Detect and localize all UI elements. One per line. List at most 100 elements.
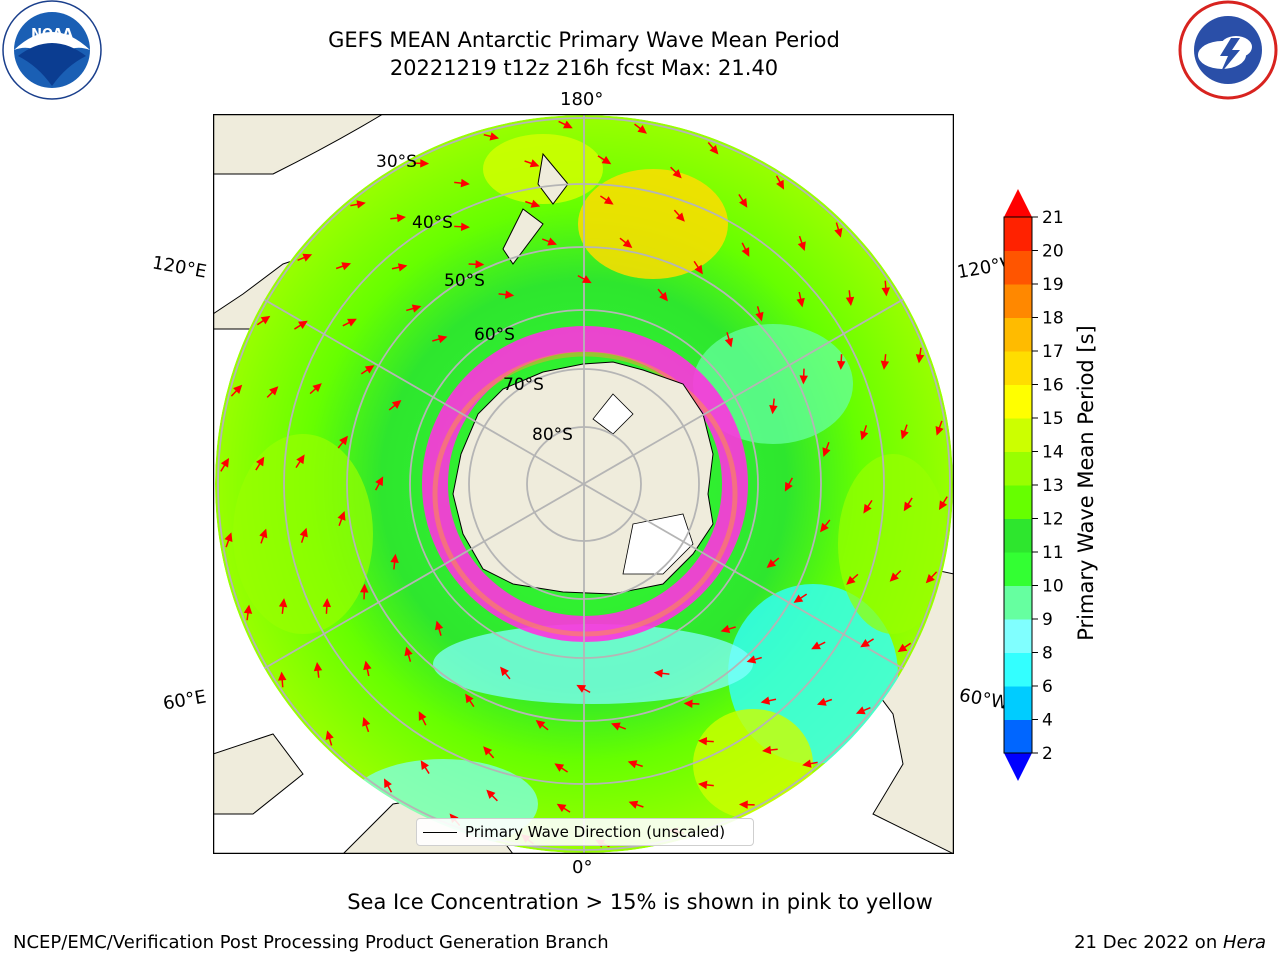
lon-label-60e: 60°E — [161, 686, 208, 715]
wave-arrow-head — [900, 429, 909, 440]
map-legend: Primary Wave Direction (unscaled) — [416, 818, 754, 846]
lat-label-50s: 50°S — [444, 271, 485, 291]
wave-arrow-head — [863, 503, 872, 514]
wave-arrow-head — [855, 706, 866, 715]
wave-arrow-head — [296, 454, 305, 465]
wave-arrow-head — [460, 178, 470, 188]
colorbar-band — [1004, 686, 1032, 720]
wave-arrow-head — [897, 643, 908, 653]
wave-arrow-head — [776, 179, 785, 190]
wave-arrow-head — [581, 275, 592, 284]
wave-arrow-head — [611, 722, 621, 731]
wave-arrow-head — [653, 669, 663, 678]
lat-label-60s: 60°S — [474, 325, 515, 345]
wave-arrow-head — [259, 528, 268, 539]
land-australia-north — [213, 114, 384, 175]
wave-arrow-head — [925, 573, 935, 584]
wave-arrow-head — [739, 198, 748, 208]
wave-arrow-head — [390, 553, 399, 563]
wave-arrow-head — [404, 646, 413, 657]
colorbar-band — [1004, 552, 1032, 586]
wave-arrow-head — [762, 745, 772, 755]
wave-arrow-head — [724, 337, 734, 348]
colorbar-tick-label: 17 — [1042, 342, 1064, 362]
wave-arrow-head — [793, 594, 804, 603]
wave-arrow-head — [836, 360, 846, 370]
wave-arrow-head — [260, 315, 271, 325]
wave-arrow-head — [709, 145, 719, 155]
colorbar-tick-label: 8 — [1042, 644, 1053, 664]
wave-arrow-head — [505, 290, 515, 299]
wave-arrow-head — [298, 320, 308, 329]
colorbar-band — [1004, 317, 1032, 352]
wave-arrow-head — [628, 800, 639, 809]
wave-arrow-head — [622, 239, 633, 248]
wave-arrow-head — [556, 803, 567, 813]
wave-arrow-head — [860, 639, 870, 648]
footer-producer: NCEP/EMC/Verification Post Processing Pr… — [13, 932, 609, 953]
wave-arrow-head — [356, 200, 366, 209]
wave-arrow-head — [845, 296, 855, 306]
colorbar-band — [1004, 719, 1032, 754]
wave-arrow-head — [755, 311, 764, 322]
wave-arrow-head — [741, 247, 750, 257]
map-title: GEFS MEAN Antarctic Primary Wave Mean Pe… — [328, 28, 840, 52]
colorbar-band — [1004, 284, 1032, 318]
wave-arrow-head — [313, 662, 323, 672]
wave-arrow-head — [420, 760, 429, 770]
lon-label-120e: 120°E — [150, 252, 209, 283]
wave-arrow-head — [846, 575, 856, 585]
wave-arrow-head — [347, 318, 357, 327]
colorbar-tick-label: 19 — [1042, 275, 1064, 295]
colorbar-tick-label: 2 — [1042, 744, 1053, 764]
wave-arrow-head — [822, 447, 831, 457]
wave-arrow-head — [418, 711, 427, 721]
wave-arrow-head — [766, 559, 777, 568]
wave-arrow-head — [530, 199, 541, 208]
footer-date: 21 Dec 2022 on Hera — [1074, 932, 1266, 953]
wave-arrow-head — [915, 354, 925, 364]
wave-arrow-head — [360, 583, 369, 593]
wave-arrow-head — [903, 501, 913, 512]
colorbar-band — [1004, 451, 1032, 486]
lon-label-180: 180° — [560, 89, 604, 110]
wave-arrow-head — [802, 759, 812, 768]
wave-arrow-head — [460, 222, 470, 232]
wave-arrow-head — [397, 263, 408, 272]
wave-arrow-head — [255, 456, 265, 467]
wave-arrow-head — [243, 604, 253, 614]
colorbar: 21 20 19 18 17 16 15 14 13 12 11 10 9 8 6 4 2 — [1003, 189, 1064, 781]
lat-label-30s: 30°S — [376, 152, 417, 172]
wave-arrow-head — [362, 716, 371, 727]
wave-arrow-head — [277, 671, 287, 681]
wave-arrow-head — [576, 684, 587, 693]
wave-arrow-head — [881, 287, 891, 297]
wave-arrow-head — [698, 780, 708, 790]
wave-arrow-head — [601, 155, 612, 165]
lat-label-70s: 70°S — [503, 375, 544, 395]
colorbar-extend-high — [1004, 189, 1032, 217]
colorbar-extend-low — [1004, 753, 1032, 781]
wave-arrow-head — [746, 655, 757, 664]
colorbar-tick-label: 4 — [1042, 711, 1053, 731]
colorbar-band — [1004, 384, 1032, 419]
wave-arrow-head — [278, 598, 288, 608]
sea-ice-note: Sea Ice Concentration > 15% is shown in … — [347, 890, 933, 914]
wave-arrow-head — [637, 125, 647, 134]
wave-arrow-head — [233, 384, 243, 395]
wave-arrow-head — [720, 624, 731, 634]
wave-arrow-head — [834, 228, 843, 238]
map-subtitle-run-info: 20221219 t12z 216h fcst Max: 21.40 — [389, 56, 779, 80]
footer-date-text: 21 Dec 2022 on — [1074, 932, 1223, 953]
colorbar-label: Primary Wave Mean Period [s] — [1074, 325, 1098, 641]
wave-arrow-head — [535, 720, 546, 729]
colorbar-tick-label: 15 — [1042, 409, 1064, 429]
wave-arrow-head — [760, 696, 771, 705]
wave-arrow-head — [224, 532, 233, 543]
colorbar-band — [1004, 518, 1032, 553]
nws-logo-icon — [1178, 0, 1278, 100]
wave-arrow-head — [411, 304, 422, 313]
polar-map — [213, 114, 954, 854]
wave-arrow-head — [341, 262, 352, 271]
wave-arrow-head — [364, 365, 375, 374]
